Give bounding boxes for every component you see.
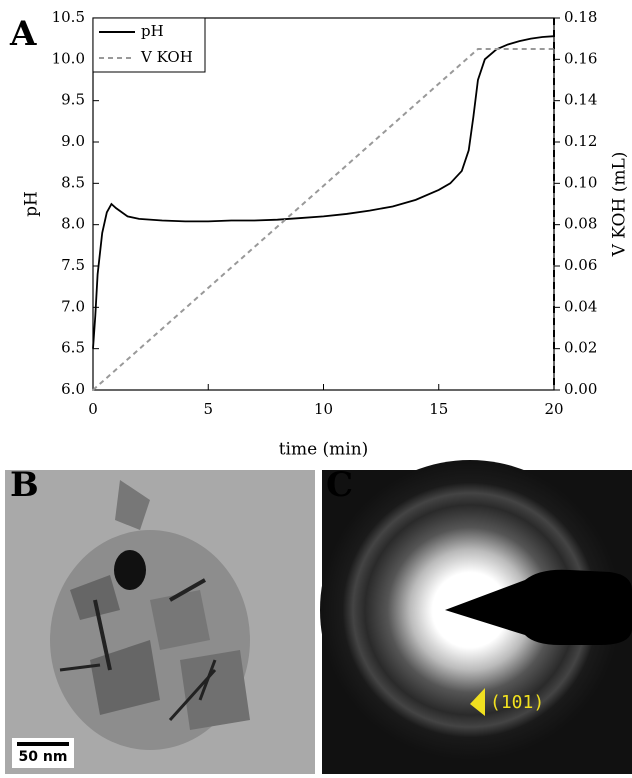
y-tick-label: 10.0 bbox=[52, 49, 85, 67]
y2-tick-label: 0.14 bbox=[564, 91, 597, 109]
y-tick-label: 6.0 bbox=[61, 380, 85, 398]
x-tick-label: 5 bbox=[203, 400, 213, 418]
y-tick-label: 7.0 bbox=[61, 297, 85, 315]
x-axis-title: time (min) bbox=[279, 440, 369, 460]
ring-label: (101) bbox=[490, 692, 544, 713]
scale-bar-label: 50 nm bbox=[19, 749, 68, 765]
plot-frame bbox=[92, 17, 555, 391]
legend-label: V KOH bbox=[140, 48, 193, 66]
y-tick-label: 8.0 bbox=[61, 215, 85, 233]
y-tick-label: 8.5 bbox=[61, 173, 85, 191]
x-tick-label: 15 bbox=[429, 400, 448, 418]
y-axis-title: pH bbox=[22, 191, 42, 217]
y-tick-label: 9.0 bbox=[61, 132, 85, 150]
y-tick-label: 7.5 bbox=[61, 256, 85, 274]
y2-tick-label: 0.02 bbox=[564, 339, 597, 357]
y-tick-label: 6.5 bbox=[61, 339, 85, 357]
y2-tick-label: 0.08 bbox=[564, 215, 597, 233]
tem-image: 50 nm bbox=[5, 470, 315, 774]
y-tick-label: 9.5 bbox=[61, 91, 85, 109]
y2-tick-label: 0.18 bbox=[564, 8, 597, 26]
saed-image: (101) bbox=[320, 460, 632, 774]
legend-label: pH bbox=[141, 22, 164, 40]
x-tick-label: 10 bbox=[314, 400, 333, 418]
y2-tick-label: 0.10 bbox=[564, 173, 597, 191]
y2-tick-label: 0.04 bbox=[564, 297, 597, 315]
panel-label: A bbox=[9, 14, 37, 54]
y2-tick-label: 0.12 bbox=[564, 132, 597, 150]
y2-axis-title: V KOH (mL) bbox=[610, 152, 630, 258]
y2-tick-label: 0.00 bbox=[564, 380, 597, 398]
x-tick-label: 20 bbox=[544, 400, 563, 418]
series-line bbox=[92, 35, 555, 349]
legend-box bbox=[92, 17, 206, 73]
x-tick-label: 0 bbox=[88, 400, 98, 418]
panel-label: B bbox=[10, 465, 39, 505]
y-tick-label: 10.5 bbox=[52, 8, 85, 26]
series-line bbox=[92, 48, 554, 391]
y2-tick-label: 0.06 bbox=[564, 256, 597, 274]
panel-label: C bbox=[326, 465, 353, 505]
y2-tick-label: 0.16 bbox=[564, 49, 597, 67]
